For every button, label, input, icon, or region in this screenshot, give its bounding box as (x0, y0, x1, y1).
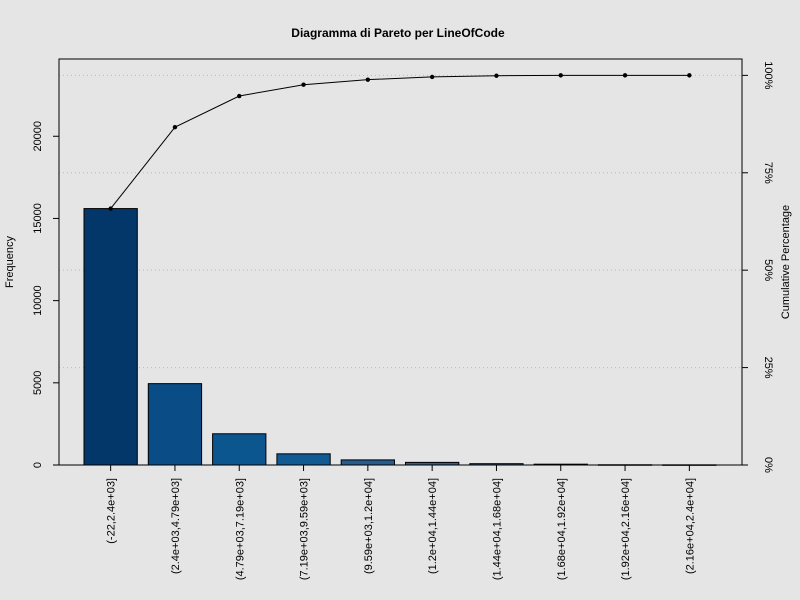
y2-tick-label-1: 25% (762, 357, 774, 379)
x-tick-label-6: (1.44e+04,1.68e+04] (491, 478, 503, 580)
cumulative-point-6 (494, 73, 499, 78)
cumulative-point-5 (429, 74, 435, 80)
y2-axis-label: Cumulative Percentage (780, 205, 792, 319)
bar-0 (83, 208, 138, 466)
bar-layer (83, 208, 717, 466)
y-tick-label-1: 5000 (32, 371, 44, 395)
y-tick-label-0: 0 (32, 462, 44, 468)
y-tick-label-3: 15000 (32, 203, 44, 234)
x-tick-label-2: (4.79e+03,7.19e+03] (234, 478, 246, 580)
y2-tick-label-0: 0% (762, 457, 774, 473)
cumulative-point-2 (237, 93, 242, 99)
x-tick-label-9: (2.16e+04,2.4e+04] (684, 478, 696, 574)
chart-title: Diagramma di Pareto per LineOfCode (291, 26, 505, 40)
grid-layer (59, 74, 742, 369)
cumulative-point-0 (108, 206, 113, 211)
y2-tick-label-2: 50% (762, 259, 774, 281)
y2-tick-label-4: 100% (762, 61, 774, 89)
left-axis: 0 5000 10000 15000 20000 (32, 121, 59, 468)
cumulative-point-7 (558, 73, 563, 78)
y-tick-label-2: 10000 (32, 285, 44, 316)
bar-2 (212, 433, 267, 466)
cumulative-point-4 (365, 77, 371, 82)
cumulative-point-3 (301, 82, 306, 87)
cumulative-point-8 (622, 73, 628, 78)
y-tick-label-4: 20000 (32, 121, 44, 152)
plot-frame (58, 58, 743, 466)
y-axis-label: Frequency (4, 236, 16, 288)
cumulative-line-layer (108, 73, 692, 211)
cumulative-line (110, 74, 690, 209)
x-tick-label-7: (1.68e+04,1.92e+04] (556, 478, 568, 580)
x-tick-label-0: (-22,2.4e+03] (106, 478, 118, 544)
bar-1 (147, 383, 203, 466)
x-tick-label-1: (2.4e+03,4.79e+03] (170, 478, 182, 574)
bar-3 (276, 453, 331, 466)
x-tick-label-4: (9.59e+03,1.2e+04] (363, 478, 375, 574)
right-axis: 0% 25% 50% 75% 100% (742, 61, 774, 473)
y2-tick-label-3: 75% (762, 162, 774, 184)
bar-4 (340, 459, 396, 466)
x-tick-label-3: (7.19e+03,9.59e+03] (299, 478, 311, 580)
cumulative-point-1 (172, 124, 178, 130)
cumulative-point-9 (687, 73, 692, 78)
x-tick-label-5: (1.2e+04,1.44e+04] (427, 478, 439, 574)
x-tick-label-8: (1.92e+04,2.16e+04] (620, 478, 632, 580)
x-axis: (-22,2.4e+03] (2.4e+03,4.79e+03] (4.79e+03… (106, 465, 696, 580)
